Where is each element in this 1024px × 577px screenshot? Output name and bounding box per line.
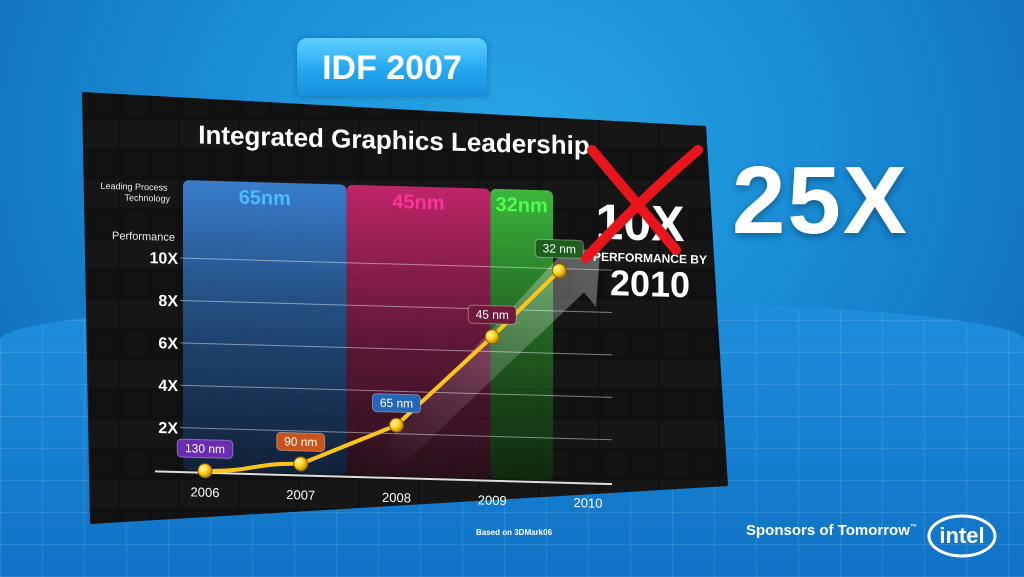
data-point — [389, 417, 404, 433]
svg-text:intel: intel — [939, 523, 984, 548]
gridline — [180, 427, 612, 441]
point-label: 32 nm — [534, 238, 584, 259]
event-tag: IDF 2007 — [297, 38, 487, 96]
tagline: Sponsors of Tomorrow™ — [746, 522, 917, 539]
strike-x-mark — [581, 145, 703, 263]
svg-text:90 nm: 90 nm — [284, 434, 317, 449]
x-tick-label: 2008 — [382, 490, 411, 506]
point-label: 45 nm — [467, 304, 517, 325]
svg-text:65 nm: 65 nm — [380, 396, 413, 411]
intel-logo: intel — [927, 514, 997, 558]
band-label: 32nm — [496, 194, 548, 217]
point-label: 90 nm — [276, 431, 326, 452]
gridline — [180, 257, 612, 271]
x-tick-label: 2006 — [191, 484, 220, 500]
callout-year: 2010 — [610, 262, 690, 305]
y-tick-label: 8X — [158, 293, 178, 311]
y-tick-label: 2X — [158, 420, 178, 438]
x-tick-label: 2009 — [478, 492, 507, 508]
process-label: Leading Process Technology — [100, 181, 170, 204]
point-label: 130 nm — [176, 438, 234, 459]
point-label: 65 nm — [372, 393, 421, 414]
trend-arrow — [380, 241, 600, 468]
data-point — [197, 463, 213, 479]
y-axis-label: Performance — [112, 230, 175, 244]
y-tick-label: 4X — [158, 378, 178, 396]
band-65nm — [183, 180, 347, 475]
data-point — [551, 263, 567, 279]
y-tick-label: 6X — [158, 335, 178, 353]
svg-text:130 nm: 130 nm — [185, 441, 225, 456]
svg-text:32 nm: 32 nm — [543, 241, 576, 256]
footnote: Based on 3DMark06 — [476, 528, 553, 537]
svg-text:45 nm: 45 nm — [476, 307, 509, 322]
y-tick-label: 10X — [150, 250, 179, 268]
data-point — [484, 329, 500, 345]
x-tick-label: 2007 — [286, 487, 315, 503]
band-label: 65nm — [239, 187, 291, 210]
band-label: 45nm — [392, 191, 444, 214]
gridline — [180, 342, 612, 356]
gridline — [180, 384, 612, 398]
x-axis-line — [155, 470, 612, 486]
revised-target-value: 25X — [732, 147, 909, 254]
gridline — [180, 299, 612, 314]
x-tick-label: 2010 — [574, 495, 603, 511]
series-line — [203, 268, 562, 473]
data-point — [293, 456, 309, 472]
